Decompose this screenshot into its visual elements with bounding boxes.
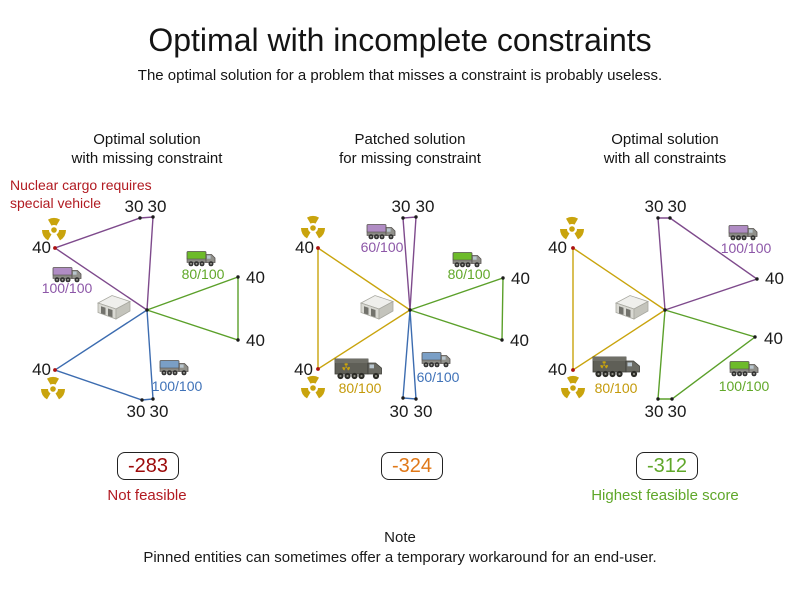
demand-label: 30 bbox=[125, 197, 144, 216]
demand-label: 30 bbox=[150, 402, 169, 421]
route-yellow bbox=[317, 246, 411, 371]
diagram-1-header: Optimal solution with missing constraint bbox=[27, 130, 267, 168]
truck-purple-icon bbox=[366, 224, 396, 240]
visit-points bbox=[571, 216, 759, 401]
diagram-2-header: Patched solution for missing constraint bbox=[290, 130, 530, 168]
demand-label: 40 bbox=[246, 331, 265, 350]
diagram-3-header-line1: Optimal solution bbox=[611, 131, 719, 148]
diagram-1-header-line1: Optimal solution bbox=[93, 131, 201, 148]
radiation-icon bbox=[560, 216, 584, 240]
route-blue bbox=[53, 309, 154, 401]
page-title: Optimal with incomplete constraints bbox=[148, 22, 652, 58]
score-note-not-feasible: Not feasible bbox=[107, 487, 187, 504]
route-blue bbox=[402, 309, 417, 400]
diagram-3-header-line2: with all constraints bbox=[603, 150, 727, 167]
page-subtitle: The optimal solution for a problem that … bbox=[137, 67, 663, 84]
capacity-label-blue: 100/100 bbox=[152, 378, 203, 394]
demand-label: 40 bbox=[294, 360, 313, 379]
capacity-label-green: 80/100 bbox=[182, 266, 225, 282]
demand-label: 40 bbox=[32, 360, 51, 379]
note-body: Pinned entities can sometimes offer a te… bbox=[143, 549, 657, 566]
demand-label: 40 bbox=[32, 238, 51, 257]
capacity-label-green: 80/100 bbox=[448, 266, 491, 282]
route-purple bbox=[402, 216, 417, 311]
diagram-2: 30 30 40 40 40 40 30 30 60/100 80/100 80… bbox=[294, 197, 530, 421]
truck-green-icon bbox=[729, 361, 759, 377]
route-purple bbox=[53, 216, 154, 311]
visit-points bbox=[53, 215, 240, 402]
diagram-3: 30 30 40 40 40 40 30 30 100/100 80/100 1… bbox=[548, 197, 784, 421]
demand-label: 30 bbox=[416, 197, 435, 216]
annotation-line1: Nuclear cargo requires bbox=[10, 177, 152, 193]
route-yellow bbox=[572, 246, 666, 372]
demand-label: 40 bbox=[548, 238, 567, 257]
radiation-icon bbox=[561, 375, 585, 399]
capacity-label-green: 100/100 bbox=[719, 378, 770, 394]
truck-blue-icon bbox=[159, 360, 189, 376]
demand-label: 40 bbox=[510, 331, 529, 350]
visit-points bbox=[316, 215, 505, 401]
nuclear-constraint-annotation: Nuclear cargo requires special vehicle bbox=[10, 177, 152, 212]
route-green bbox=[409, 277, 504, 341]
capacity-label-yellow: 80/100 bbox=[595, 380, 638, 396]
demand-label: 40 bbox=[511, 269, 530, 288]
demand-label: 30 bbox=[390, 402, 409, 421]
demand-label: 30 bbox=[392, 197, 411, 216]
score-note-highest-feasible: Highest feasible score bbox=[591, 487, 739, 504]
score-badge-all-constraints: -312 bbox=[636, 452, 698, 480]
demand-label: 40 bbox=[246, 268, 265, 287]
score-badge-patched: -324 bbox=[381, 452, 443, 480]
diagram-2-header-line1: Patched solution bbox=[354, 131, 466, 148]
annotation-line2: special vehicle bbox=[10, 194, 102, 211]
demand-label: 40 bbox=[295, 238, 314, 257]
demand-label: 40 bbox=[765, 269, 784, 288]
route-green bbox=[146, 276, 239, 341]
demand-label: 30 bbox=[645, 197, 664, 216]
demand-label: 40 bbox=[764, 329, 783, 348]
truck-purple-icon bbox=[728, 225, 758, 241]
radiation-icon bbox=[301, 375, 325, 399]
demand-label: 30 bbox=[645, 402, 664, 421]
depot-icon bbox=[360, 295, 394, 320]
diagram-1-header-line2: with missing constraint bbox=[71, 150, 223, 167]
capacity-label-blue: 60/100 bbox=[417, 369, 460, 385]
demand-label: 40 bbox=[548, 360, 567, 379]
truck-special-yellow-icon bbox=[593, 357, 640, 377]
diagram-3-header: Optimal solution with all constraints bbox=[545, 130, 785, 168]
demand-label: 30 bbox=[668, 402, 687, 421]
capacity-label-yellow: 80/100 bbox=[339, 380, 382, 396]
truck-special-yellow-icon bbox=[335, 359, 382, 379]
radiation-icon bbox=[301, 215, 325, 239]
diagram-2-header-line2: for missing constraint bbox=[339, 150, 481, 167]
demand-label: 30 bbox=[127, 402, 146, 421]
depot-icon bbox=[97, 295, 131, 320]
diagram-1: 30 30 40 40 40 40 30 30 100/100 80/100 1… bbox=[32, 197, 265, 421]
note-heading: Note bbox=[384, 529, 416, 546]
truck-blue-icon bbox=[421, 352, 451, 368]
capacity-label-purple: 60/100 bbox=[361, 239, 404, 255]
capacity-label-purple: 100/100 bbox=[42, 280, 93, 296]
radiation-icon bbox=[41, 376, 65, 400]
demand-label: 30 bbox=[148, 197, 167, 216]
demand-label: 30 bbox=[668, 197, 687, 216]
depot-icon bbox=[615, 295, 649, 320]
score-badge-missing-constraint: -283 bbox=[117, 452, 179, 480]
capacity-label-purple: 100/100 bbox=[721, 240, 772, 256]
truck-green-icon bbox=[186, 251, 216, 267]
demand-label: 30 bbox=[414, 402, 433, 421]
